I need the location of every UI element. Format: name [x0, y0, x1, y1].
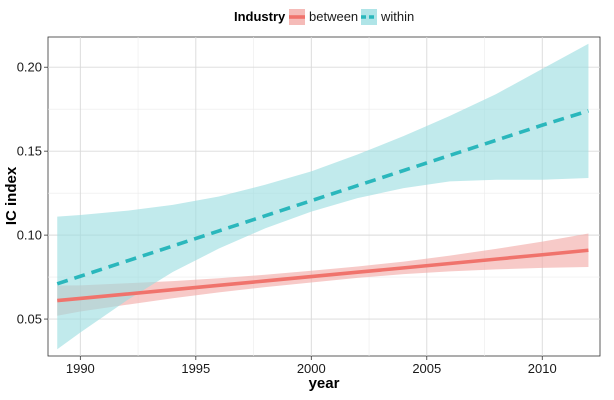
y-tick-label: 0.10 — [17, 228, 42, 243]
x-tick-label: 1990 — [66, 361, 95, 376]
legend-label-within: within — [380, 9, 414, 24]
y-tick-label: 0.20 — [17, 60, 42, 75]
legend: Industry between within — [234, 9, 414, 25]
series-lines — [56, 109, 589, 303]
series-line-between — [57, 248, 589, 303]
x-tick-label: 2000 — [297, 361, 326, 376]
y-tick-label: 0.15 — [17, 144, 42, 159]
y-axis-title: IC index — [3, 166, 20, 225]
legend-title: Industry — [234, 9, 286, 24]
x-tick-label: 2010 — [528, 361, 557, 376]
x-axis-title: year — [309, 375, 340, 392]
y-tick-label: 0.05 — [17, 312, 42, 327]
legend-label-between: between — [309, 9, 358, 24]
x-axis: 1990 1995 2000 2005 2010 — [66, 356, 557, 376]
x-tick-label: 2005 — [412, 361, 441, 376]
series-line-within — [56, 109, 589, 286]
y-axis: 0.05 0.10 0.15 0.20 — [17, 60, 48, 327]
x-tick-label: 1995 — [181, 361, 210, 376]
